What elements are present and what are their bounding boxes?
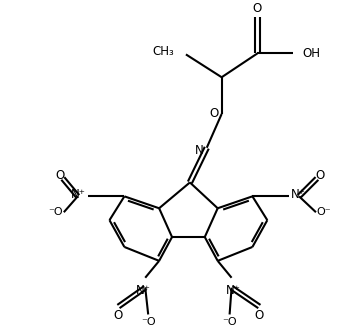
Text: O: O <box>253 2 262 15</box>
Text: CH₃: CH₃ <box>152 45 174 58</box>
Text: N⁺: N⁺ <box>291 188 306 201</box>
Text: O: O <box>55 169 64 182</box>
Text: OH: OH <box>302 47 320 60</box>
Text: N⁺: N⁺ <box>226 284 241 297</box>
Text: O: O <box>209 108 218 121</box>
Text: ⁻O: ⁻O <box>222 318 237 328</box>
Text: O: O <box>315 169 325 182</box>
Text: ⁻O: ⁻O <box>141 318 156 328</box>
Text: N⁺: N⁺ <box>71 188 86 201</box>
Text: O⁻: O⁻ <box>316 207 331 217</box>
Text: O: O <box>114 309 123 323</box>
Text: ⁻O: ⁻O <box>49 207 63 217</box>
Text: N⁺: N⁺ <box>136 284 151 297</box>
Text: O: O <box>255 309 264 323</box>
Text: N: N <box>194 144 203 157</box>
